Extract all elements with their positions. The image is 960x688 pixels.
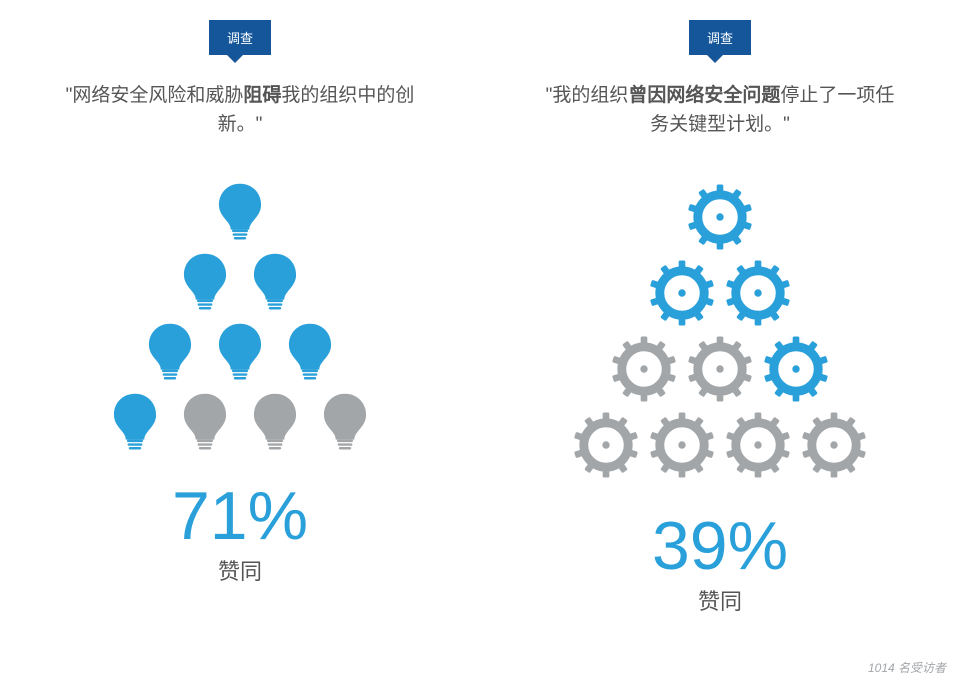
pyramid-row	[645, 256, 795, 330]
bulb-icon	[209, 320, 271, 382]
pyramid-row	[569, 408, 871, 482]
survey-tag-label: 调查	[707, 31, 733, 46]
gear-icon	[569, 408, 643, 482]
quote-text: "我的组织	[546, 85, 629, 106]
gear-icon	[759, 332, 833, 406]
quote-text: "网络安全风险和威胁	[66, 85, 244, 106]
bulb-icon	[139, 320, 201, 382]
percent-value: 39%	[652, 512, 788, 580]
bulb-icon	[244, 390, 306, 452]
panels-container: 调查 "网络安全风险和威胁阻碍我的组织中的创新。"	[0, 0, 960, 688]
gear-icon	[607, 332, 681, 406]
survey-quote: "我的组织曾因网络安全问题停止了一项任务关键型计划。"	[540, 81, 900, 140]
survey-panel: 调查 "我的组织曾因网络安全问题停止了一项任务关键型计划。"	[480, 0, 960, 688]
gear-icon	[683, 180, 757, 254]
gear-icon	[645, 408, 719, 482]
quote-emphasis: 曾因网络安全问题	[628, 85, 780, 106]
bulb-icon	[314, 390, 376, 452]
bulb-icon	[279, 320, 341, 382]
icon-pyramid	[569, 180, 871, 482]
percent-value: 71%	[172, 482, 308, 550]
pyramid-row	[607, 332, 833, 406]
survey-tag: 调查	[209, 20, 271, 55]
pyramid-row	[139, 320, 341, 382]
gear-icon	[797, 408, 871, 482]
agree-label: 赞同	[218, 554, 262, 586]
gear-icon	[721, 408, 795, 482]
bulb-icon	[209, 180, 271, 242]
gear-icon	[645, 256, 719, 330]
survey-quote: "网络安全风险和威胁阻碍我的组织中的创新。"	[60, 81, 420, 140]
bulb-icon	[104, 390, 166, 452]
bulb-icon	[174, 250, 236, 312]
gear-icon	[683, 332, 757, 406]
survey-tag-label: 调查	[227, 31, 253, 46]
quote-emphasis: 阻碍	[243, 85, 281, 106]
agree-label: 赞同	[698, 584, 742, 616]
bulb-icon	[174, 390, 236, 452]
survey-panel: 调查 "网络安全风险和威胁阻碍我的组织中的创新。"	[0, 0, 480, 688]
pyramid-row	[683, 180, 757, 254]
pyramid-row	[209, 180, 271, 242]
gear-icon	[721, 256, 795, 330]
footnote: 1014 名受访者	[868, 659, 946, 676]
pyramid-row	[174, 250, 306, 312]
pyramid-row	[104, 390, 376, 452]
bulb-icon	[244, 250, 306, 312]
survey-tag: 调查	[689, 20, 751, 55]
icon-pyramid	[104, 180, 376, 452]
